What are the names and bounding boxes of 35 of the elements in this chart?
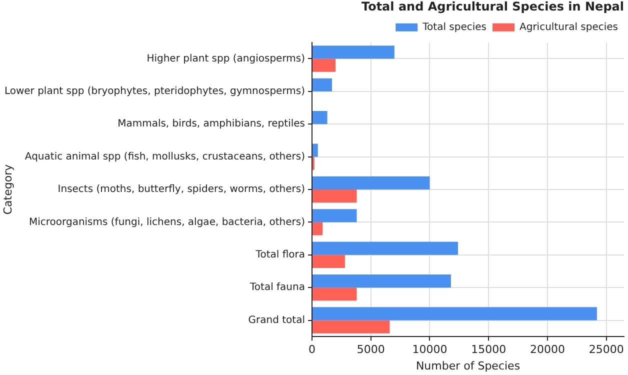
y-tick-label: Mammals, birds, amphibians, reptiles <box>118 118 305 130</box>
y-tick-label: Grand total <box>248 314 305 326</box>
bar <box>312 242 458 255</box>
x-tick-label: 10000 <box>412 343 448 356</box>
y-tick-label: Insects (moths, butterfly, spiders, worms, others) <box>58 184 306 196</box>
bar <box>312 209 357 222</box>
chart-title: Total and Agricultural Species in Nepal <box>361 0 624 14</box>
x-tick-label: 25000 <box>588 343 624 356</box>
y-tick-label: Total flora <box>254 249 305 260</box>
legend-label: Agricultural species <box>520 22 618 33</box>
bar <box>312 254 345 268</box>
bar <box>312 111 328 124</box>
y-tick-label: Total fauna <box>249 282 305 294</box>
x-tick-label: 15000 <box>471 343 506 356</box>
bar <box>312 46 394 59</box>
bar <box>312 58 336 72</box>
y-tick-label: Lower plant spp (bryophytes, pteridophytes, gymnosperms) <box>4 86 306 98</box>
bar <box>312 274 451 288</box>
bar <box>312 190 357 203</box>
x-tick-label: 5000 <box>356 343 385 356</box>
x-axis-title: Number of Species <box>416 359 520 372</box>
y-tick-label: Higher plant spp (angiosperms) <box>146 53 306 64</box>
x-tick-label: 0 <box>308 343 316 356</box>
bar <box>312 222 323 236</box>
bar <box>312 307 597 320</box>
bar <box>312 176 430 190</box>
y-tick-label: Aquatic animal spp (fish, mollusks, crustaceans, others) <box>24 151 306 162</box>
y-axis-title: Category <box>1 164 14 215</box>
bar <box>312 320 390 334</box>
bar <box>312 288 357 301</box>
bar <box>312 144 318 157</box>
x-tick-label: 20000 <box>530 343 565 356</box>
bar <box>312 78 332 92</box>
legend-label: Total species <box>422 22 487 33</box>
y-tick-label: Microorganisms (fungi, lichens, algae, bacteria, others) <box>29 216 306 228</box>
